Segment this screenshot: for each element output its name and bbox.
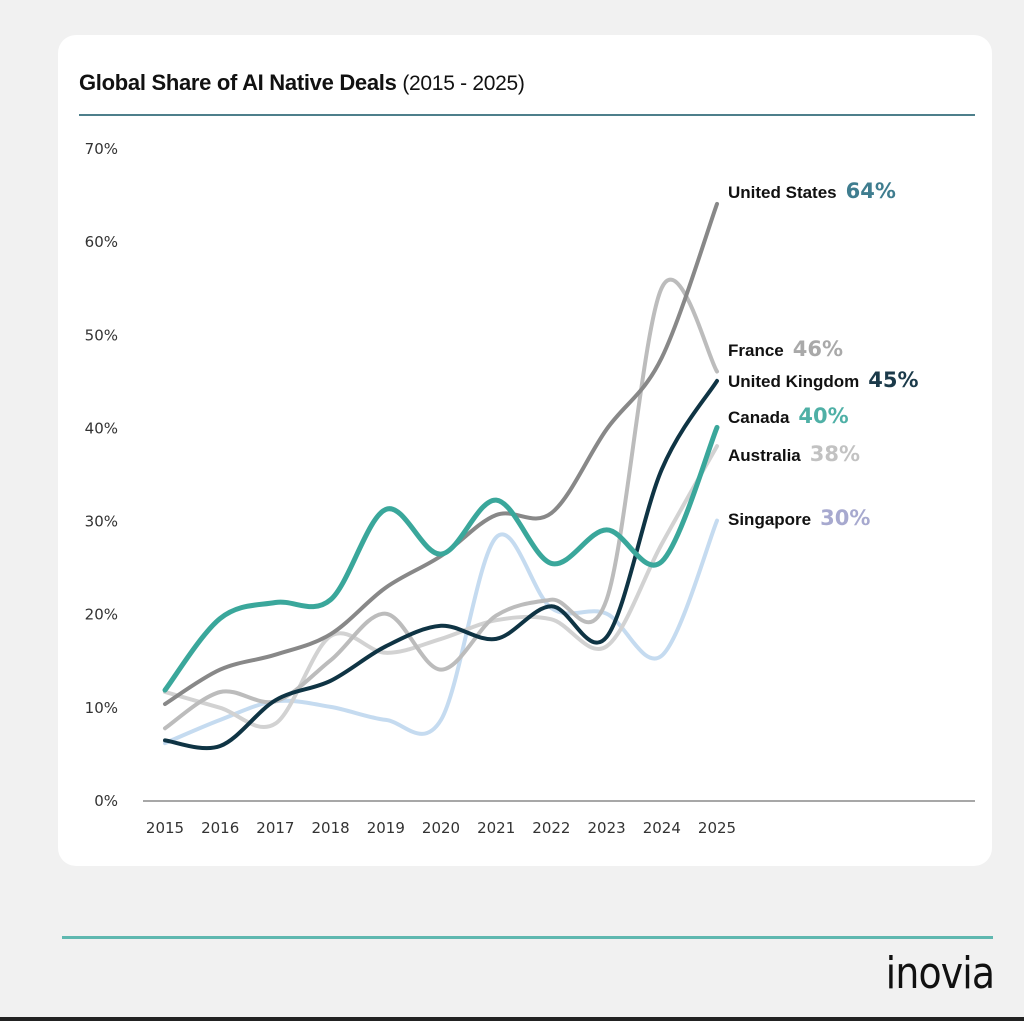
y-tick-label: 10% <box>85 699 118 717</box>
series-name: France <box>728 341 784 360</box>
series-line-australia <box>163 444 719 730</box>
end-label-france: France 46% <box>728 337 843 361</box>
y-tick-label: 20% <box>85 606 118 624</box>
footer-divider <box>62 936 993 939</box>
y-tick-label: 30% <box>85 513 118 531</box>
series-name: Canada <box>728 408 790 427</box>
series-end-labels: Singapore 30% Australia 38% France 46% United … <box>728 179 919 530</box>
series-end-value: 40% <box>798 404 848 428</box>
series-line-united-states <box>163 201 719 707</box>
x-tick-label: 2018 <box>312 819 350 837</box>
series-line-canada <box>162 424 720 693</box>
series-end-value: 46% <box>793 337 843 361</box>
chart-title-range: (2015 - 2025) <box>402 72 525 95</box>
y-tick-label: 60% <box>85 233 118 251</box>
chart-title: Global Share of AI Native Deals (2015 - … <box>79 70 525 96</box>
chart-title-main: Global Share of AI Native Deals <box>79 70 397 95</box>
y-tick-label: 0% <box>94 792 118 810</box>
series-end-value: 64% <box>846 179 896 203</box>
x-tick-label: 2021 <box>477 819 515 837</box>
series-end-value: 30% <box>820 506 870 530</box>
y-tick-label: 40% <box>85 419 118 437</box>
y-tick-label: 70% <box>85 140 118 158</box>
end-label-united-states: United States 64% <box>728 179 896 203</box>
x-tick-label: 2015 <box>146 819 184 837</box>
y-tick-label: 50% <box>85 326 118 344</box>
end-label-australia: Australia 38% <box>728 442 860 466</box>
series-name: United Kingdom <box>728 372 859 391</box>
end-label-canada: Canada 40% <box>728 404 849 428</box>
x-tick-label: 2016 <box>201 819 239 837</box>
inovia-logo: inovia <box>885 948 994 999</box>
x-tick-label: 2020 <box>422 819 460 837</box>
series-line-united-kingdom <box>163 378 719 751</box>
title-divider <box>79 114 975 116</box>
series-name: Australia <box>728 446 801 465</box>
series-end-value: 45% <box>868 368 918 392</box>
x-tick-label: 2025 <box>698 819 736 837</box>
series-lines <box>162 201 720 751</box>
window-bottom-edge <box>0 1017 1024 1021</box>
x-tick-label: 2019 <box>367 819 405 837</box>
series-end-value: 38% <box>810 442 860 466</box>
series-name: United States <box>728 183 837 202</box>
x-tick-label: 2024 <box>643 819 681 837</box>
x-tick-label: 2023 <box>588 819 626 837</box>
series-name: Singapore <box>728 510 811 529</box>
end-label-singapore: Singapore 30% <box>728 506 870 530</box>
y-axis: 0% 10% 20% 30% 40% 50% 60% 70% <box>85 140 118 810</box>
x-tick-label: 2022 <box>532 819 570 837</box>
x-axis: 2015 2016 2017 2018 2019 2020 2021 2022 2023 2024… <box>146 819 736 837</box>
end-label-united-kingdom: United Kingdom 45% <box>728 368 919 392</box>
x-tick-label: 2017 <box>256 819 294 837</box>
chart-card <box>58 35 992 866</box>
